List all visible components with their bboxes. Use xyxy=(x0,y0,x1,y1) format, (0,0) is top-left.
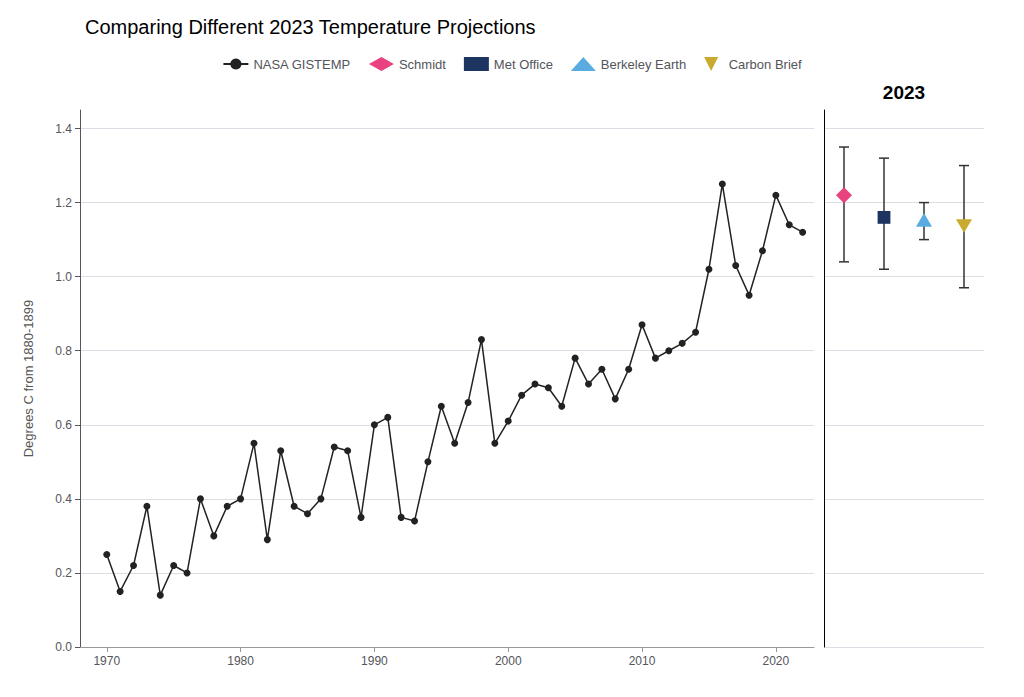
svg-text:1980: 1980 xyxy=(227,654,254,668)
svg-text:Degrees C from 1880-1899: Degrees C from 1880-1899 xyxy=(21,300,36,458)
svg-text:NASA GISTEMP: NASA GISTEMP xyxy=(253,57,350,72)
svg-text:1970: 1970 xyxy=(93,654,120,668)
svg-text:1.0: 1.0 xyxy=(55,270,72,284)
svg-text:2010: 2010 xyxy=(629,654,656,668)
svg-text:1.2: 1.2 xyxy=(55,196,72,210)
svg-text:1.4: 1.4 xyxy=(55,122,72,136)
svg-text:0.0: 0.0 xyxy=(55,640,72,654)
svg-text:0.4: 0.4 xyxy=(55,492,72,506)
svg-text:Schmidt: Schmidt xyxy=(399,57,446,72)
svg-text:2023: 2023 xyxy=(883,82,925,103)
svg-text:Berkeley Earth: Berkeley Earth xyxy=(601,57,686,72)
svg-text:Carbon Brief: Carbon Brief xyxy=(729,57,802,72)
svg-text:2020: 2020 xyxy=(763,654,790,668)
svg-text:0.8: 0.8 xyxy=(55,344,72,358)
svg-text:Comparing Different 2023 Tempe: Comparing Different 2023 Temperature Pro… xyxy=(85,16,536,38)
svg-text:0.6: 0.6 xyxy=(55,418,72,432)
svg-text:2000: 2000 xyxy=(495,654,522,668)
svg-text:1990: 1990 xyxy=(361,654,388,668)
svg-text:0.2: 0.2 xyxy=(55,566,72,580)
svg-text:Met Office: Met Office xyxy=(494,57,553,72)
